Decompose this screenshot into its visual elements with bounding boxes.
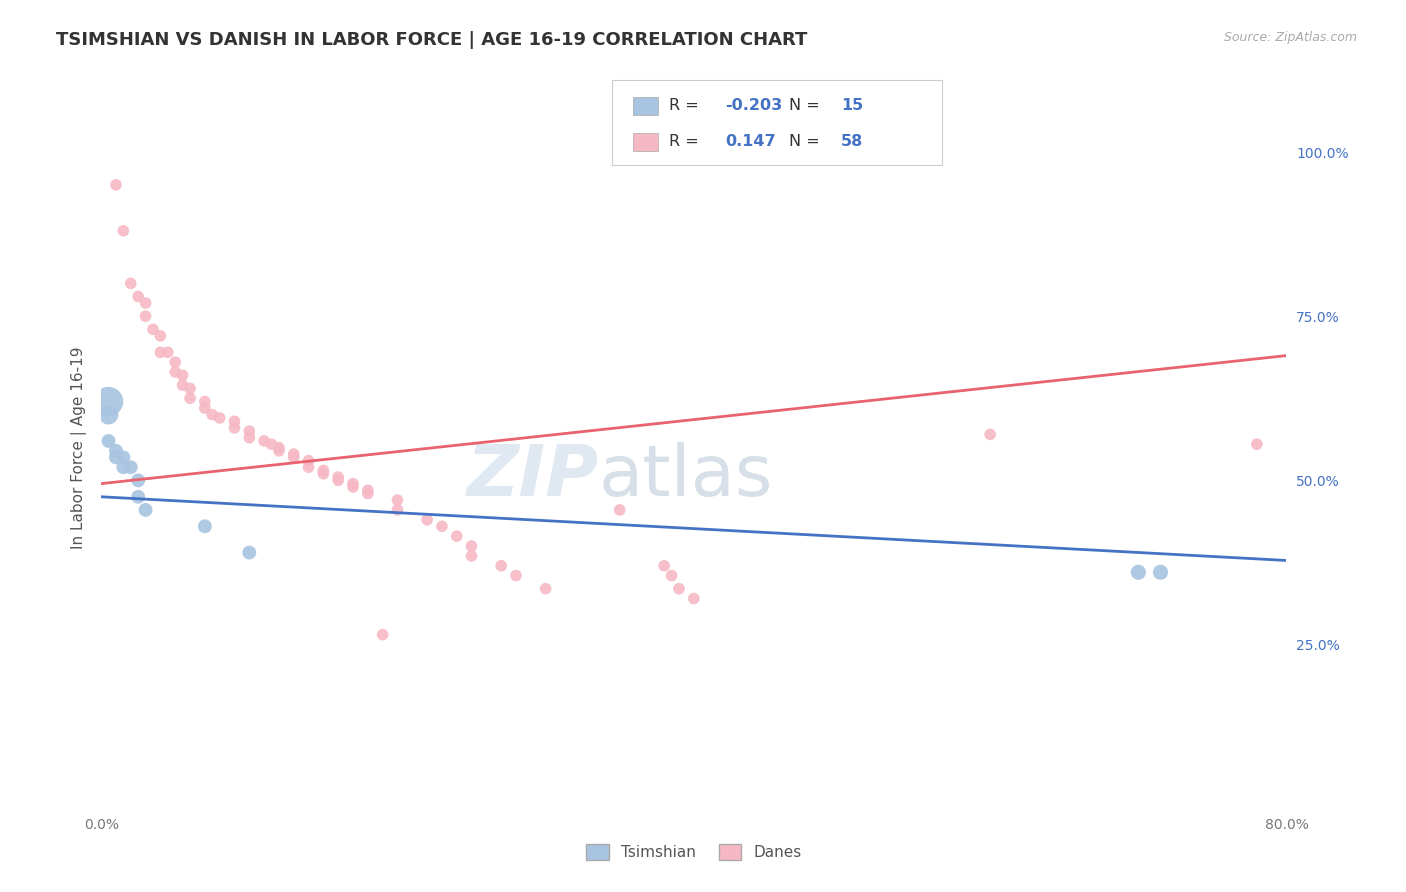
Point — [267, 443, 290, 458]
Point — [194, 401, 217, 416]
Point — [238, 431, 260, 445]
Point — [253, 434, 276, 448]
Text: Source: ZipAtlas.com: Source: ZipAtlas.com — [1223, 31, 1357, 45]
Point — [127, 474, 149, 488]
Point — [172, 378, 194, 392]
Point — [127, 289, 149, 303]
Point — [127, 490, 149, 504]
Point — [979, 427, 1001, 442]
Point — [97, 434, 120, 448]
Point — [342, 476, 364, 491]
Point — [342, 480, 364, 494]
Point — [97, 408, 120, 422]
Point — [668, 582, 690, 596]
Point — [172, 368, 194, 383]
Point — [328, 470, 350, 484]
Text: N =: N = — [789, 134, 825, 149]
Point — [179, 381, 201, 395]
Point — [120, 460, 142, 475]
Point — [104, 178, 127, 192]
Point — [609, 503, 631, 517]
Point — [194, 519, 217, 533]
Point — [283, 447, 305, 461]
Point — [489, 558, 512, 573]
Point — [165, 365, 187, 379]
Point — [112, 460, 135, 475]
Point — [297, 460, 319, 475]
Text: -0.203: -0.203 — [725, 98, 783, 113]
Point — [120, 277, 142, 291]
Point — [149, 345, 172, 359]
Point — [357, 483, 380, 498]
Text: 58: 58 — [841, 134, 863, 149]
Point — [1149, 566, 1171, 580]
Point — [661, 568, 683, 582]
Text: 0.147: 0.147 — [725, 134, 776, 149]
Legend: Tsimshian, Danes: Tsimshian, Danes — [579, 838, 808, 866]
Point — [652, 558, 675, 573]
Point — [142, 322, 165, 336]
Text: N =: N = — [789, 98, 825, 113]
Point — [534, 582, 557, 596]
Text: TSIMSHIAN VS DANISH IN LABOR FORCE | AGE 16-19 CORRELATION CHART: TSIMSHIAN VS DANISH IN LABOR FORCE | AGE… — [56, 31, 807, 49]
Point — [682, 591, 704, 606]
Point — [297, 453, 319, 467]
Point — [201, 408, 224, 422]
Point — [135, 503, 157, 517]
Text: ZIP: ZIP — [467, 442, 599, 511]
Point — [112, 450, 135, 465]
Point — [371, 628, 394, 642]
Point — [224, 421, 246, 435]
Text: 15: 15 — [841, 98, 863, 113]
Point — [267, 441, 290, 455]
Text: R =: R = — [669, 98, 704, 113]
Point — [238, 545, 260, 559]
Point — [1128, 566, 1150, 580]
Point — [112, 224, 135, 238]
Point — [97, 394, 120, 409]
Point — [387, 493, 409, 508]
Text: atlas: atlas — [599, 442, 773, 511]
Point — [156, 345, 179, 359]
Point — [179, 391, 201, 405]
Point — [505, 568, 527, 582]
Text: R =: R = — [669, 134, 704, 149]
Point — [328, 474, 350, 488]
Point — [460, 549, 482, 563]
Point — [194, 394, 217, 409]
Point — [416, 513, 439, 527]
Point — [1246, 437, 1268, 451]
Point — [149, 329, 172, 343]
Point — [238, 424, 260, 438]
Point — [460, 539, 482, 553]
Point — [104, 443, 127, 458]
Point — [446, 529, 468, 543]
Point — [312, 463, 335, 477]
Point — [283, 450, 305, 465]
Point — [312, 467, 335, 481]
Point — [260, 437, 283, 451]
Point — [208, 411, 231, 425]
Point — [135, 309, 157, 323]
Point — [357, 486, 380, 500]
Point — [224, 414, 246, 428]
Point — [387, 503, 409, 517]
Point — [165, 355, 187, 369]
Point — [104, 450, 127, 465]
Point — [430, 519, 453, 533]
Y-axis label: In Labor Force | Age 16-19: In Labor Force | Age 16-19 — [72, 346, 87, 549]
Point — [135, 296, 157, 310]
